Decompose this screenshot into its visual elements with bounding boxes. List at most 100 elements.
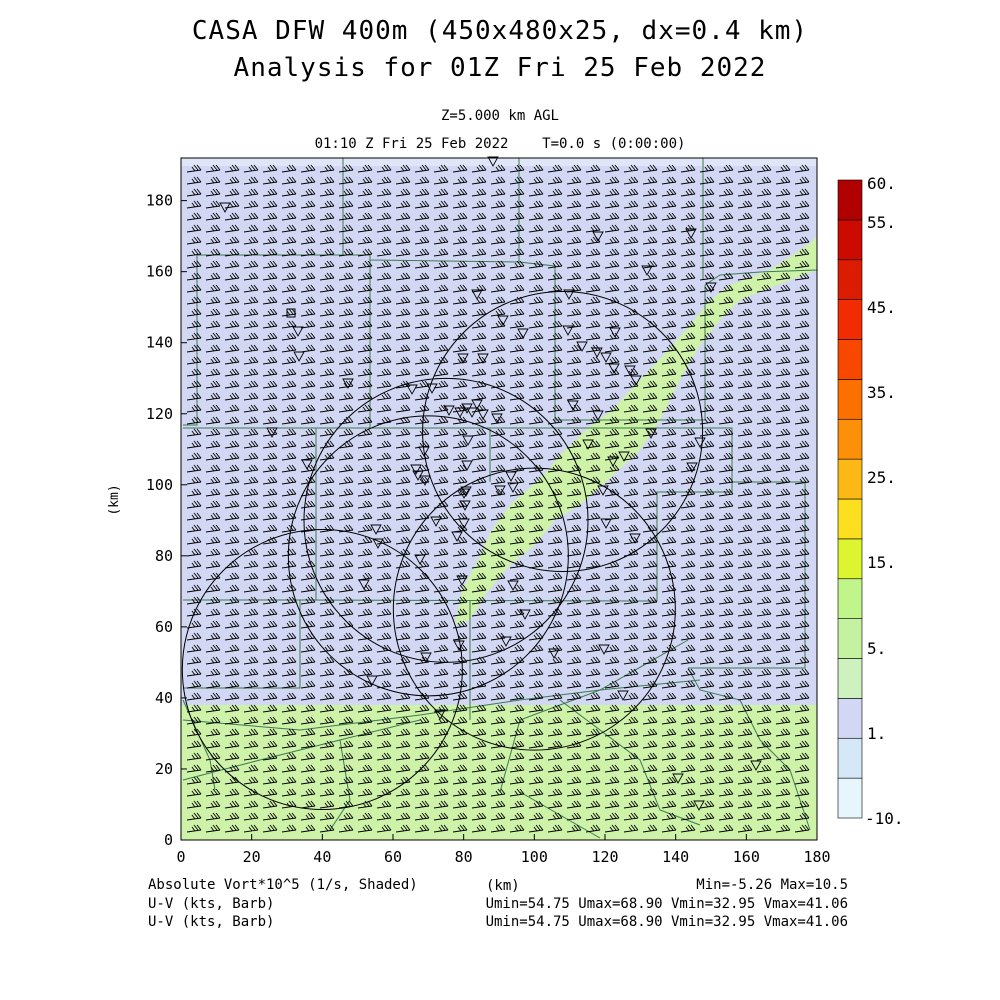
wind-barb [756, 752, 772, 761]
wind-barb [224, 356, 240, 365]
wind-barb [509, 248, 525, 257]
wind-barb [623, 728, 639, 737]
wind-barb [281, 728, 297, 737]
wind-barb [452, 380, 468, 389]
wind-barb [357, 812, 373, 821]
wind-barb [775, 560, 791, 569]
wind-barb [186, 824, 202, 833]
wind-barb [224, 428, 240, 437]
wind-barb [357, 404, 373, 413]
wind-barb [433, 680, 449, 689]
wind-barb [661, 248, 677, 257]
wind-barb [395, 704, 411, 713]
wind-barb [205, 488, 221, 497]
wind-barb [300, 728, 316, 737]
wind-barb [433, 452, 449, 461]
wind-barb [699, 188, 715, 197]
wind-barb [490, 248, 506, 257]
wind-barb [452, 584, 468, 593]
wind-barb [718, 224, 734, 233]
wind-barb [433, 752, 449, 761]
wind-barb [186, 572, 202, 581]
wind-barb [357, 248, 373, 257]
wind-barb [661, 200, 677, 209]
wind-barb [623, 536, 639, 545]
wind-barb [794, 272, 810, 281]
wind-barb [243, 260, 259, 269]
wind-barb [262, 740, 278, 749]
y-axis-label: (km) [107, 484, 122, 515]
wind-barb [452, 248, 468, 257]
wind-barb [737, 260, 753, 269]
wind-barb [490, 740, 506, 749]
wind-barb [794, 728, 810, 737]
wind-barb [547, 536, 563, 545]
wind-barb [300, 668, 316, 677]
wind-barb [395, 284, 411, 293]
station-marker [645, 428, 657, 439]
wind-barb [300, 608, 316, 617]
wind-barb [243, 824, 259, 833]
wind-barb [395, 344, 411, 353]
wind-barb [661, 524, 677, 533]
wind-barb [414, 176, 430, 185]
wind-barb [699, 440, 715, 449]
wind-barb [794, 632, 810, 641]
wind-barb [452, 284, 468, 293]
wind-barb [205, 632, 221, 641]
wind-barb [756, 560, 772, 569]
wind-barb [281, 524, 297, 533]
wind-barb [433, 224, 449, 233]
wind-barb [433, 740, 449, 749]
wind-barb [680, 320, 696, 329]
wind-barb [642, 524, 658, 533]
wind-barb [661, 212, 677, 221]
wind-barb [471, 728, 487, 737]
wind-barb [224, 308, 240, 317]
wind-barb [395, 680, 411, 689]
wind-barb [281, 764, 297, 773]
wind-barb [794, 332, 810, 341]
wind-barb [623, 476, 639, 485]
wind-barb [509, 260, 525, 269]
wind-barb [319, 404, 335, 413]
wind-barb [433, 440, 449, 449]
wind-barb [471, 428, 487, 437]
wind-barb [262, 296, 278, 305]
wind-barb [490, 692, 506, 701]
wind-barb [623, 212, 639, 221]
wind-barb [528, 464, 544, 473]
wind-barb [661, 548, 677, 557]
colorbar-label: 15. [867, 553, 896, 572]
wind-barb [319, 476, 335, 485]
wind-barb [224, 644, 240, 653]
wind-barb [661, 236, 677, 245]
wind-barb [357, 344, 373, 353]
wind-barb [566, 488, 582, 497]
wind-barb [737, 788, 753, 797]
wind-barb [699, 764, 715, 773]
wind-barb [357, 476, 373, 485]
wind-barb [281, 464, 297, 473]
wind-barb [205, 644, 221, 653]
wind-barb [737, 368, 753, 377]
wind-barb [699, 704, 715, 713]
wind-barb [395, 476, 411, 485]
wind-barb [433, 692, 449, 701]
wind-barb [395, 236, 411, 245]
vorticity-field [181, 158, 817, 840]
wind-barb [433, 272, 449, 281]
wind-barb [775, 704, 791, 713]
wind-barb [300, 812, 316, 821]
wind-barb [585, 728, 601, 737]
wind-barb [699, 428, 715, 437]
wind-barb [775, 500, 791, 509]
wind-barb [471, 392, 487, 401]
wind-barb [471, 620, 487, 629]
station-marker [459, 500, 471, 511]
wind-barb [452, 740, 468, 749]
wind-barb [281, 644, 297, 653]
wind-barb [794, 488, 810, 497]
wind-barb [661, 488, 677, 497]
wind-barb [224, 188, 240, 197]
